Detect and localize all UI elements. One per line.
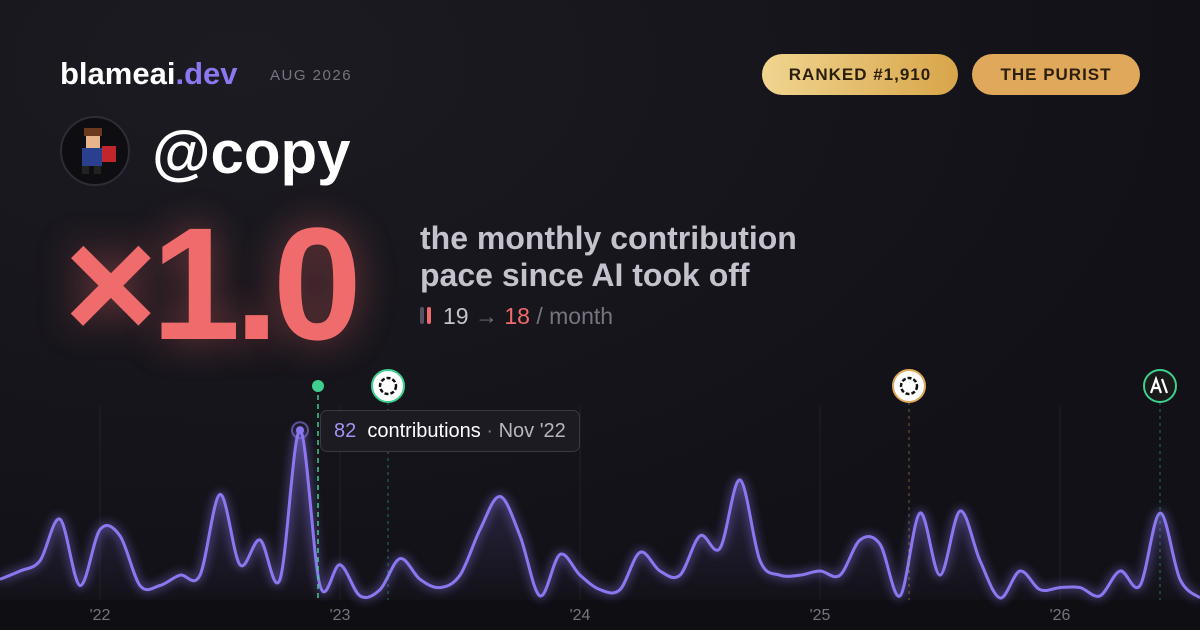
anthropic-glyph xyxy=(1149,375,1169,394)
event-dot xyxy=(312,380,324,392)
caption-line: pace since AI took off xyxy=(420,257,750,293)
pace-before: 19 xyxy=(443,303,469,329)
line xyxy=(0,428,1200,600)
peak-dot xyxy=(296,426,304,435)
tooltip-value: 82 xyxy=(334,420,357,442)
x-tick-label: '23 xyxy=(330,607,351,624)
openai-icon xyxy=(371,369,405,403)
avatar xyxy=(60,116,130,186)
handle: @copy xyxy=(152,119,351,186)
x-tick-label: '24 xyxy=(570,607,591,624)
rank-badge: RANKED #1,910 xyxy=(762,54,958,95)
x-tick-label: '26 xyxy=(1050,607,1071,624)
area xyxy=(0,430,1200,600)
unit: / month xyxy=(536,303,614,329)
brand: blameai.dev xyxy=(60,56,237,92)
pace: 19 → 18 / month xyxy=(420,303,613,330)
openai-glyph xyxy=(899,376,919,396)
axis-band xyxy=(0,600,1200,630)
period: AUG 2026 xyxy=(270,67,353,84)
caption-line: the monthly contribution xyxy=(420,220,797,256)
persona-badge: THE PURIST xyxy=(972,54,1140,95)
anthropic-icon xyxy=(1143,369,1177,403)
pace-after: 18 xyxy=(504,303,530,329)
brand-tld: .dev xyxy=(175,56,238,91)
peak-ring xyxy=(291,421,309,440)
x-tick-label: '25 xyxy=(810,607,831,624)
x-tick-label: '22 xyxy=(90,607,111,624)
tooltip-sep: · xyxy=(486,420,494,442)
tooltip: 82 contributions · Nov '22 xyxy=(320,410,580,452)
arrow: → xyxy=(474,303,498,329)
multiplier: ×1.0 xyxy=(64,194,362,373)
tooltip-date: Nov '22 xyxy=(498,420,566,442)
caption: the monthly contribution pace since AI to… xyxy=(420,220,797,294)
openai-icon xyxy=(892,369,926,403)
brand-name: blameai xyxy=(60,56,176,91)
openai-glyph xyxy=(378,376,398,396)
tooltip-unit: contributions xyxy=(367,420,481,442)
